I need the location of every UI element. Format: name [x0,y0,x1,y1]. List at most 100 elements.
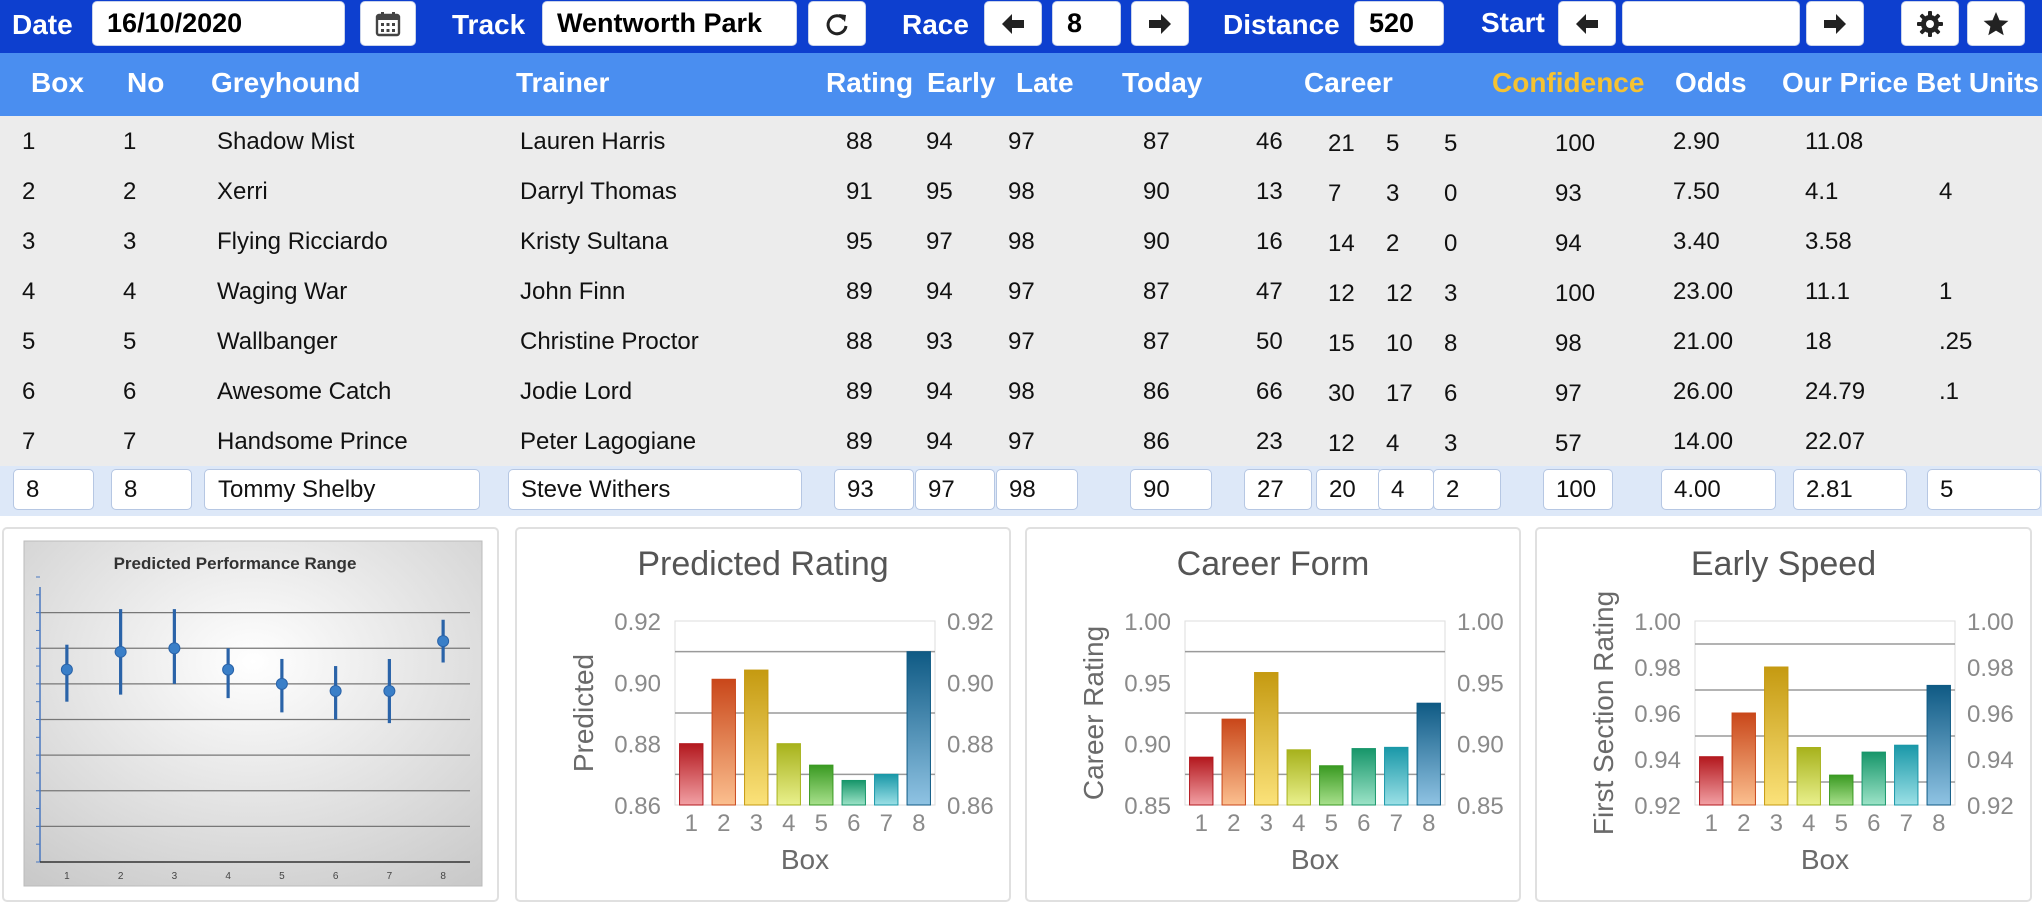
start-next-button[interactable] [1806,1,1864,46]
table-row[interactable]: 3 3 Flying Ricciardo Kristy Sultana 95 97 98 90… [0,216,2042,266]
row-career-seconds: 12 [1386,280,1413,307]
row-career-seconds: 5 [1386,130,1400,157]
col-greyhound[interactable]: Greyhound [211,67,361,98]
y-tick-label: 0.94 [1634,747,1681,774]
col-today[interactable]: Today [1122,67,1203,98]
row-box: 7 [22,428,36,455]
career-form-chart: 0.85 0.85 0.90 0.90 0.95 0.95 1.00 1.00 1 2 3 4 5 6 7 8… [1078,609,1504,875]
table-row[interactable]: 2 2 Xerri Darryl Thomas 91 95 98 90 13 7 3 0 93 7.50 4… [0,166,2042,216]
row-trainer: Jodie Lord [520,378,633,405]
career-thirds-field[interactable]: 2 [1433,469,1501,510]
career-starts-field[interactable]: 27 [1244,469,1312,510]
x-tick-label: 7 [1390,810,1403,837]
row-career-thirds: 5 [1444,130,1458,157]
favourite-button[interactable] [1967,1,2025,46]
confidence-field[interactable]: 100 [1543,469,1613,510]
chart-background [23,540,483,887]
row-box: 3 [22,228,36,255]
row-career-seconds: 4 [1386,430,1400,457]
table-row[interactable]: 5 5 Wallbanger Christine Proctor 88 93 97 87 50 1… [0,316,2042,366]
row-our-price: 4.1 [1805,178,1839,205]
career-seconds-field[interactable]: 4 [1378,469,1434,510]
col-late[interactable]: Late [1016,67,1074,98]
col-no[interactable]: No [127,67,165,98]
row-career-thirds: 3 [1444,430,1458,457]
table-row[interactable]: 7 7 Handsome Prince Peter Lagogiane 89 94 97 86… [0,416,2042,466]
start-input[interactable] [1622,1,1800,46]
row-early: 94 [926,128,953,155]
date-input[interactable]: 16/10/2020 [92,1,345,46]
col-trainer[interactable]: Trainer [516,67,610,98]
x-tick-label: 4 [1802,810,1815,837]
settings-button[interactable] [1901,1,1959,46]
track-input[interactable]: Wentworth Park [542,1,797,46]
y-tick-label: 0.92 [1634,793,1681,820]
arrow-right-icon [1824,13,1846,34]
race-next-button[interactable] [1131,1,1189,46]
start-label: Start [1481,7,1545,38]
bar [1254,672,1279,806]
late-field[interactable]: 98 [996,469,1078,510]
bar [1796,747,1821,806]
calendar-button[interactable] [360,1,416,46]
row-bet-units: .25 [1939,328,1973,355]
trainer-field[interactable]: Steve Withers [508,469,802,510]
x-tick-label: 4 [782,810,795,837]
col-box[interactable]: Box [31,67,84,98]
data-point [168,642,181,655]
y2-tick-label: 0.92 [947,609,994,636]
race-input[interactable]: 8 [1052,1,1121,46]
col-early[interactable]: Early [927,67,996,98]
our-price-field[interactable]: 2.81 [1793,469,1907,510]
data-point [222,663,235,676]
no-field[interactable]: 8 [111,469,192,510]
row-career-starts: 47 [1256,278,1283,305]
col-rating[interactable]: Rating [826,67,914,98]
start-prev-button[interactable] [1558,1,1616,46]
box-field[interactable]: 8 [13,469,94,510]
track-label: Track [452,9,526,40]
row-career-wins: 14 [1328,230,1355,257]
rating-field[interactable]: 93 [834,469,914,510]
bet-units-field[interactable]: 5 [1927,469,2041,510]
greyhound-field[interactable]: Tommy Shelby [204,469,480,510]
col-our-price[interactable]: Our Price [1782,67,1909,98]
col-confidence[interactable]: Confidence [1492,67,1645,98]
row-odds: 21.00 [1673,328,1734,355]
race-prev-button[interactable] [984,1,1042,46]
distance-input[interactable]: 520 [1354,1,1444,46]
y-tick-label: 0.95 [1124,670,1171,697]
y2-tick-label: 0.94 [1967,747,2014,774]
table-row[interactable]: 4 4 Waging War John Finn 89 94 97 87 47 12 12 3 100 2… [0,266,2042,316]
bar [1221,718,1246,806]
x-tick-label: 5 [815,810,828,837]
row-career-wins: 12 [1328,430,1355,457]
early-field[interactable]: 97 [915,469,995,510]
arrow-right-icon [1149,13,1171,34]
row-career-wins: 12 [1328,280,1355,307]
y2-tick-label: 0.90 [1457,732,1504,759]
x-tick-label: 1 [1195,810,1208,837]
table-row[interactable]: 6 6 Awesome Catch Jodie Lord 89 94 98 86 66 30 17 6… [0,366,2042,416]
y2-tick-label: 1.00 [1457,609,1504,636]
refresh-button[interactable] [808,1,866,46]
row-trainer: John Finn [520,278,626,305]
row-career-wins: 15 [1328,330,1355,357]
bar [1189,756,1214,806]
row-confidence: 57 [1555,430,1582,457]
row-box: 1 [22,128,36,155]
selected-table-row[interactable]: 8 8 Tommy Shelby Steve Withers 93 97 98 … [0,466,2042,516]
x-tick-label: 2 [1227,810,1240,837]
x-axis-label: Box [781,844,829,875]
bar [1384,746,1409,806]
x-tick-label: 8 [440,871,446,882]
row-rating: 95 [846,228,873,255]
today-field[interactable]: 90 [1130,469,1212,510]
table-row[interactable]: 1 1 Shadow Mist Lauren Harris 88 94 97 87 46 21 5 5… [0,116,2042,166]
odds-field[interactable]: 4.00 [1661,469,1776,510]
col-odds[interactable]: Odds [1675,67,1747,98]
data-point [437,635,450,648]
col-bet-units[interactable]: Bet Units [1916,67,2039,98]
col-career[interactable]: Career [1304,67,1393,98]
career-wins-field[interactable]: 20 [1316,469,1382,510]
